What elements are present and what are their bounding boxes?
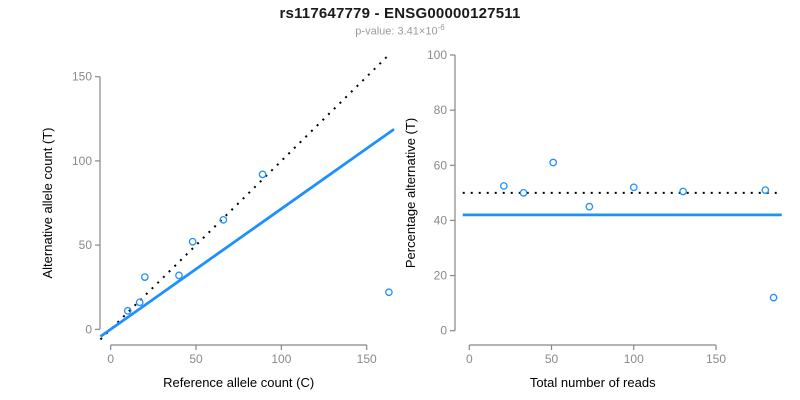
y-tick-label: 60 <box>434 158 448 172</box>
x-tick-label: 150 <box>706 352 726 366</box>
y-tick-label: 40 <box>434 213 448 227</box>
fit-line <box>99 128 395 338</box>
y-tick-label: 150 <box>72 70 92 84</box>
y-axis-title: Alternative allele count (T) <box>40 127 55 278</box>
data-point <box>188 237 197 246</box>
data-point <box>499 182 508 190</box>
data-point <box>629 183 638 192</box>
data-point <box>123 306 132 315</box>
data-point <box>585 202 594 211</box>
scatter-plot-percentage-reads: 0 50 100 150 0 20 40 60 80 100 Total number of rea… <box>403 48 782 390</box>
y-tick-label: 80 <box>434 103 448 117</box>
data-point <box>549 158 558 167</box>
data-point <box>175 271 183 280</box>
x-tick-label: 100 <box>624 352 644 366</box>
x-tick-label: 150 <box>357 352 377 366</box>
data-point <box>219 215 228 224</box>
y-tick-label: 50 <box>79 238 93 252</box>
p-value-subtitle: p-value: 3.41×10-6 <box>0 23 800 38</box>
data-point <box>519 189 528 197</box>
y-tick-label: 100 <box>427 48 447 62</box>
figure-title: rs117647779 - ENSG00000127511 <box>279 5 521 22</box>
x-axis-title: Reference allele count (C) <box>163 375 314 390</box>
x-tick-label: 0 <box>466 352 473 366</box>
x-tick-label: 50 <box>189 352 203 366</box>
data-point <box>679 187 687 196</box>
x-tick-label: 50 <box>545 352 559 366</box>
scatter-plot-allele-counts: 0 50 100 150 0 50 100 150 Reference allele count… <box>40 54 395 390</box>
data-point <box>140 273 149 281</box>
p-value-text: p-value: 3.41×10 <box>355 25 438 38</box>
p-value-exponent: -6 <box>437 23 445 32</box>
x-tick-label: 100 <box>271 352 291 366</box>
data-point <box>135 298 144 307</box>
data-point <box>258 170 267 179</box>
y-tick-label: 0 <box>85 322 92 336</box>
data-point <box>761 186 770 194</box>
x-axis-title: Total number of reads <box>530 375 656 390</box>
y-tick-label: 20 <box>434 269 448 283</box>
y-axis-title: Percentage alternative (T) <box>403 118 418 268</box>
data-point <box>769 293 778 302</box>
data-point <box>385 288 393 297</box>
y-tick-label: 0 <box>440 324 447 338</box>
identity-line <box>99 54 390 341</box>
x-tick-label: 0 <box>107 352 114 366</box>
y-tick-label: 100 <box>72 154 92 168</box>
